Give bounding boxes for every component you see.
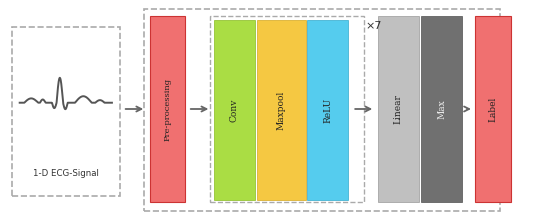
Text: Max: Max	[437, 99, 446, 119]
Bar	[421, 16, 462, 202]
Text: Pre-processing: Pre-processing	[164, 77, 171, 141]
Bar	[307, 20, 348, 200]
Text: Conv: Conv	[230, 98, 239, 122]
Text: 1-D ECG-Signal: 1-D ECG-Signal	[33, 169, 99, 179]
Text: Label: Label	[489, 96, 498, 122]
Bar	[257, 20, 306, 200]
Bar	[150, 16, 185, 202]
Bar	[209, 16, 364, 202]
Bar	[214, 20, 255, 200]
Bar	[11, 27, 120, 196]
Text: ×7: ×7	[366, 21, 382, 31]
Bar	[145, 9, 500, 211]
Text: ReLU: ReLU	[323, 97, 332, 123]
Bar	[475, 16, 511, 202]
Text: Linear: Linear	[394, 94, 403, 124]
Bar	[378, 16, 418, 202]
Text: Maxpool: Maxpool	[277, 90, 286, 130]
